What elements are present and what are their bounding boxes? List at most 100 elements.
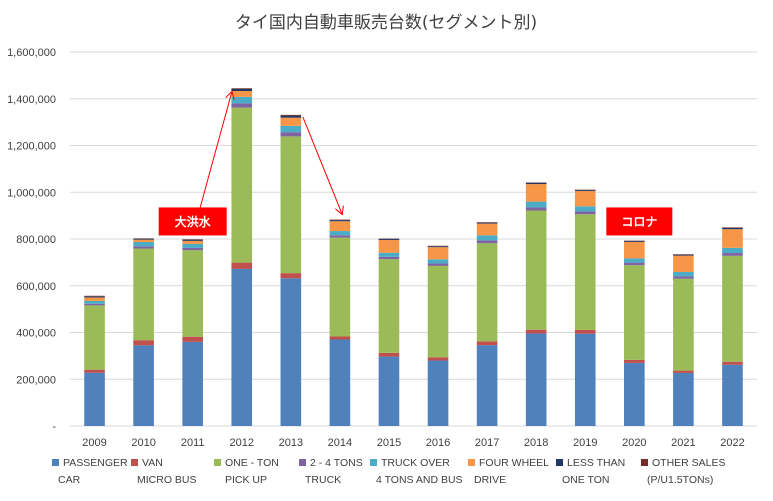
x-tick-label: 2021 (671, 437, 695, 449)
bar-segment (280, 273, 302, 279)
y-tick-label: 1,200,000 (7, 141, 56, 153)
bar-segment (280, 132, 302, 137)
legend-label: TRUCK OVER (381, 457, 450, 469)
bar-segment (133, 340, 154, 346)
bar-segment (624, 258, 645, 263)
bar-segment (476, 243, 498, 342)
bar-stack-2017 (476, 222, 498, 426)
bar-segment (329, 235, 351, 238)
x-tick-label: 2015 (377, 437, 401, 449)
bar-segment (378, 356, 400, 426)
bar-segment (84, 300, 105, 304)
bar-segment (624, 242, 645, 259)
bar-segment (280, 114, 302, 116)
bar-segment (231, 96, 253, 104)
bar-segment (673, 276, 694, 279)
arrow-fall (302, 116, 342, 214)
bar-segment (427, 263, 449, 266)
x-tick-label: 2022 (720, 437, 744, 449)
legend-label-line2: ONE TON (562, 474, 609, 486)
x-tick-label: 2016 (426, 437, 450, 449)
bar-segment (673, 370, 694, 373)
annotation-arrows (196, 92, 342, 221)
bar-segment (329, 220, 351, 222)
bar-segment (722, 247, 743, 254)
x-tick-label: 2011 (181, 437, 205, 449)
annotation-label: 大洪水 (175, 214, 212, 229)
bar-segment (722, 253, 743, 256)
bar-segment (722, 229, 743, 248)
x-tick-label: 2013 (279, 437, 303, 449)
legend: PASSENGER CAR VAN MICRO BUS ONE - TON PICK UP… (52, 457, 726, 486)
bar-segment (476, 235, 498, 241)
legend-swatch (370, 459, 377, 466)
bar-segment (182, 240, 203, 244)
legend-swatch (556, 459, 563, 466)
x-tick-label: 2014 (328, 437, 352, 449)
legend-item: PASSENGER CAR (52, 457, 128, 486)
legend-item: VAN MICRO BUS (131, 457, 197, 486)
bar-segment (280, 125, 302, 133)
bar-segment (84, 296, 105, 298)
legend-label: PASSENGER (63, 457, 128, 469)
bar-segment (722, 361, 743, 365)
bar-segment (476, 222, 498, 224)
bar-stack-2014 (329, 219, 351, 426)
bar-segment (574, 333, 596, 426)
bar-stack-2021 (673, 254, 694, 426)
bar-segment (378, 259, 400, 353)
legend-label-line2: MICRO BUS (137, 474, 197, 486)
bar-segment (574, 329, 596, 334)
bar-segment (673, 255, 694, 272)
legend-label-line2: CAR (58, 474, 81, 486)
bar-segment (525, 207, 547, 211)
bar-segment (624, 262, 645, 266)
bar-segment (673, 278, 694, 371)
annotation-background (606, 207, 673, 236)
bar-segment (231, 107, 253, 263)
bar-segment (476, 223, 498, 236)
y-tick-label: - (52, 421, 56, 433)
bar-segment (476, 240, 498, 244)
bar-stack-2010 (133, 238, 154, 426)
bar-stack-2019 (574, 189, 596, 426)
bar-segment (378, 239, 400, 240)
bars (84, 88, 743, 426)
y-tick-label: 1,600,000 (7, 47, 56, 59)
y-tick-label: 1,000,000 (7, 187, 56, 199)
bar-stack-2011 (182, 239, 203, 426)
bar-segment (722, 255, 743, 362)
bar-segment (133, 345, 154, 426)
bar-stack-2022 (722, 227, 743, 426)
bar-segment (624, 265, 645, 360)
chart-title: タイ国内自動車販売台数(セグメント別) (235, 13, 537, 33)
legend-label-line2: PICK UP (225, 474, 267, 486)
y-tick-label: 200,000 (16, 374, 56, 386)
bar-segment (722, 364, 743, 426)
x-tick-label: 2019 (573, 437, 597, 449)
bar-segment (574, 206, 596, 212)
legend-label-line2: (P/U1.5TONs) (647, 474, 713, 486)
y-tick-label: 400,000 (16, 328, 56, 340)
bar-segment (280, 115, 302, 118)
bar-segment (231, 88, 253, 92)
bar-segment (476, 345, 498, 426)
bar-segment (182, 250, 203, 337)
bar-segment (378, 352, 400, 357)
bar-segment (525, 182, 547, 185)
bar-segment (84, 372, 105, 426)
bar-segment (231, 262, 253, 269)
bar-segment (673, 254, 694, 256)
bar-segment (231, 103, 253, 108)
bar-stack-2020 (624, 240, 645, 426)
x-tick-label: 2018 (524, 437, 548, 449)
legend-item: LESS THAN ONE TON (556, 457, 625, 486)
bar-segment (84, 369, 105, 373)
x-tick-label: 2020 (622, 437, 646, 449)
legend-label: ONE - TON (225, 457, 279, 469)
legend-label: OTHER SALES (652, 457, 726, 469)
bar-segment (231, 268, 253, 426)
bar-segment (525, 184, 547, 202)
